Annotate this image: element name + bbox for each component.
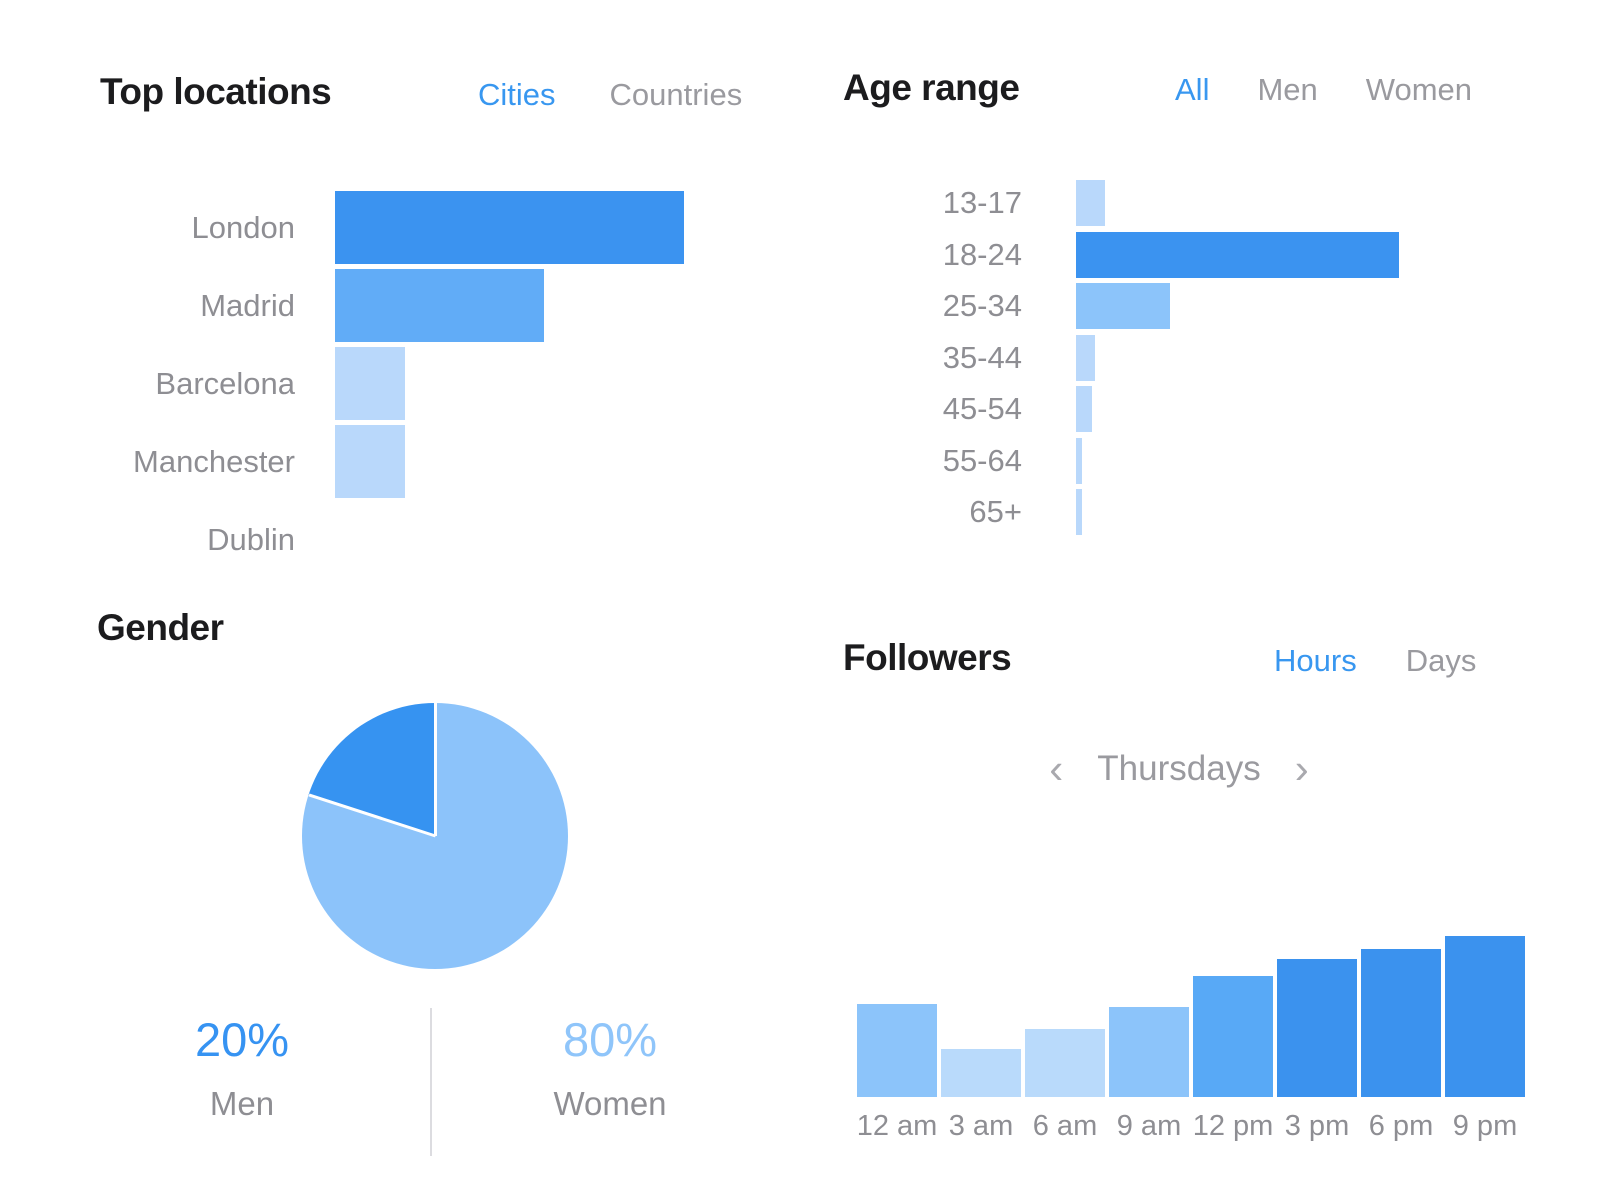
- pie-slice-separator: [308, 793, 436, 838]
- bar-manchester: [335, 425, 405, 498]
- bar-3-am: [941, 1048, 1021, 1097]
- bar-9-am: [1109, 1006, 1189, 1097]
- x-axis-label-12-am: 12 am: [856, 1110, 938, 1142]
- pie-slice-separator: [433, 703, 437, 836]
- men-label: Men: [209, 1085, 275, 1122]
- bar-25-34: [1076, 283, 1170, 329]
- bar-label-madrid: Madrid: [200, 288, 295, 323]
- tab-hours[interactable]: Hours: [1274, 643, 1357, 678]
- followers-title: Followers: [843, 637, 1012, 678]
- gender-stat-women: 80% Women: [465, 1016, 755, 1123]
- bar-label-manchester: Manchester: [133, 444, 295, 479]
- gender-panel: Gender 20% Men 80% Women: [97, 607, 757, 1168]
- bar-6-am: [1025, 1029, 1105, 1097]
- men-percent: 20%: [194, 1013, 290, 1066]
- bar-label-18-24: 18-24: [942, 236, 1022, 272]
- x-axis-label-6-am: 6 am: [1032, 1110, 1098, 1142]
- bar-12-pm: [1193, 976, 1273, 1097]
- chevron-right-icon[interactable]: ›: [1294, 745, 1309, 792]
- followers-tabs: Hours Days: [1274, 642, 1476, 679]
- chevron-left-icon[interactable]: ‹: [1049, 745, 1064, 792]
- bar-row-45-54: 45-54: [843, 386, 1523, 432]
- bar-row-13-17: 13-17: [843, 180, 1523, 226]
- bar-13-17: [1076, 180, 1106, 226]
- bar-label-55-64: 55-64: [942, 442, 1022, 478]
- women-percent: 80%: [562, 1013, 658, 1066]
- bar-row-dublin: Dublin: [100, 503, 780, 576]
- bar-row-65: 65+: [843, 489, 1523, 535]
- bar-row-barcelona: Barcelona: [100, 347, 780, 420]
- x-axis-label-3-am: 3 am: [948, 1110, 1014, 1142]
- bar-label-25-34: 25-34: [942, 288, 1022, 323]
- followers-x-axis-labels: 12 am 3 am 6 am 9 am 12 pm 3 pm 6 pm 9 pm: [855, 1110, 1527, 1143]
- tab-women[interactable]: Women: [1365, 72, 1473, 107]
- top-locations-tabs: Cities Countries: [478, 76, 742, 113]
- top-locations-panel: Top locations Cities Countries London Madr…: [100, 71, 780, 592]
- top-locations-title: Top locations: [100, 71, 332, 112]
- bar-45-54: [1076, 386, 1093, 432]
- tab-countries[interactable]: Countries: [609, 77, 743, 112]
- bar-row-35-44: 35-44: [843, 334, 1523, 381]
- age-range-title: Age range: [843, 67, 1020, 108]
- age-range-bar-chart: 13-17 18-24 25-34 35-44 45-54 55-64 65+: [843, 180, 1523, 541]
- tab-all[interactable]: All: [1175, 72, 1210, 107]
- age-range-tabs: All Men Women: [1175, 71, 1472, 108]
- bar-55-64: [1076, 437, 1083, 484]
- bar-row-london: London: [100, 191, 780, 264]
- bar-label-london: London: [191, 210, 295, 245]
- x-axis-label-3-pm: 3 pm: [1284, 1110, 1350, 1142]
- bar-london: [335, 191, 684, 264]
- bar-18-24: [1076, 231, 1399, 278]
- day-selector-value: Thursdays: [1097, 749, 1261, 788]
- age-range-panel: Age range All Men Women 13-17 18-24 25-34 35-…: [843, 67, 1533, 588]
- bar-madrid: [335, 269, 545, 342]
- x-axis-label-9-am: 9 am: [1116, 1110, 1182, 1142]
- tab-cities[interactable]: Cities: [478, 77, 556, 112]
- bar-label-35-44: 35-44: [942, 339, 1022, 375]
- bar-9-pm: [1445, 936, 1525, 1097]
- bar-label-barcelona: Barcelona: [155, 366, 295, 401]
- gender-stat-men: 20% Men: [97, 1016, 387, 1123]
- x-axis-label-12-pm: 12 pm: [1192, 1110, 1274, 1142]
- bar-label-65: 65+: [969, 494, 1022, 529]
- bar-row-manchester: Manchester: [100, 425, 780, 498]
- bar-label-dublin: Dublin: [207, 522, 295, 557]
- followers-panel: Followers Hours Days ‹ Thursdays › 12 am 3…: [843, 637, 1543, 1168]
- x-axis-label-6-pm: 6 pm: [1368, 1110, 1434, 1142]
- bar-12-am: [857, 1003, 937, 1097]
- followers-bar-chart: [857, 936, 1533, 1097]
- bar-row-55-64: 55-64: [843, 437, 1523, 484]
- tab-men[interactable]: Men: [1257, 72, 1318, 107]
- gender-divider: [430, 1008, 432, 1156]
- tab-days[interactable]: Days: [1405, 643, 1477, 678]
- bar-barcelona: [335, 347, 405, 420]
- bar-row-25-34: 25-34: [843, 283, 1523, 329]
- bar-row-18-24: 18-24: [843, 231, 1523, 278]
- bar-6-pm: [1361, 948, 1441, 1097]
- x-axis-label-9-pm: 9 pm: [1452, 1110, 1518, 1142]
- women-label: Women: [553, 1085, 667, 1122]
- top-locations-bar-chart: London Madrid Barcelona Manchester Dublin: [100, 191, 780, 581]
- bar-65: [1076, 489, 1083, 535]
- bar-label-13-17: 13-17: [942, 185, 1022, 220]
- bar-3-pm: [1277, 958, 1357, 1097]
- gender-title: Gender: [97, 607, 224, 648]
- bar-row-madrid: Madrid: [100, 269, 780, 342]
- bar-label-45-54: 45-54: [942, 391, 1022, 426]
- bar-35-44: [1076, 334, 1096, 381]
- day-selector: ‹ Thursdays ›: [843, 748, 1515, 790]
- gender-pie-chart: [302, 703, 568, 969]
